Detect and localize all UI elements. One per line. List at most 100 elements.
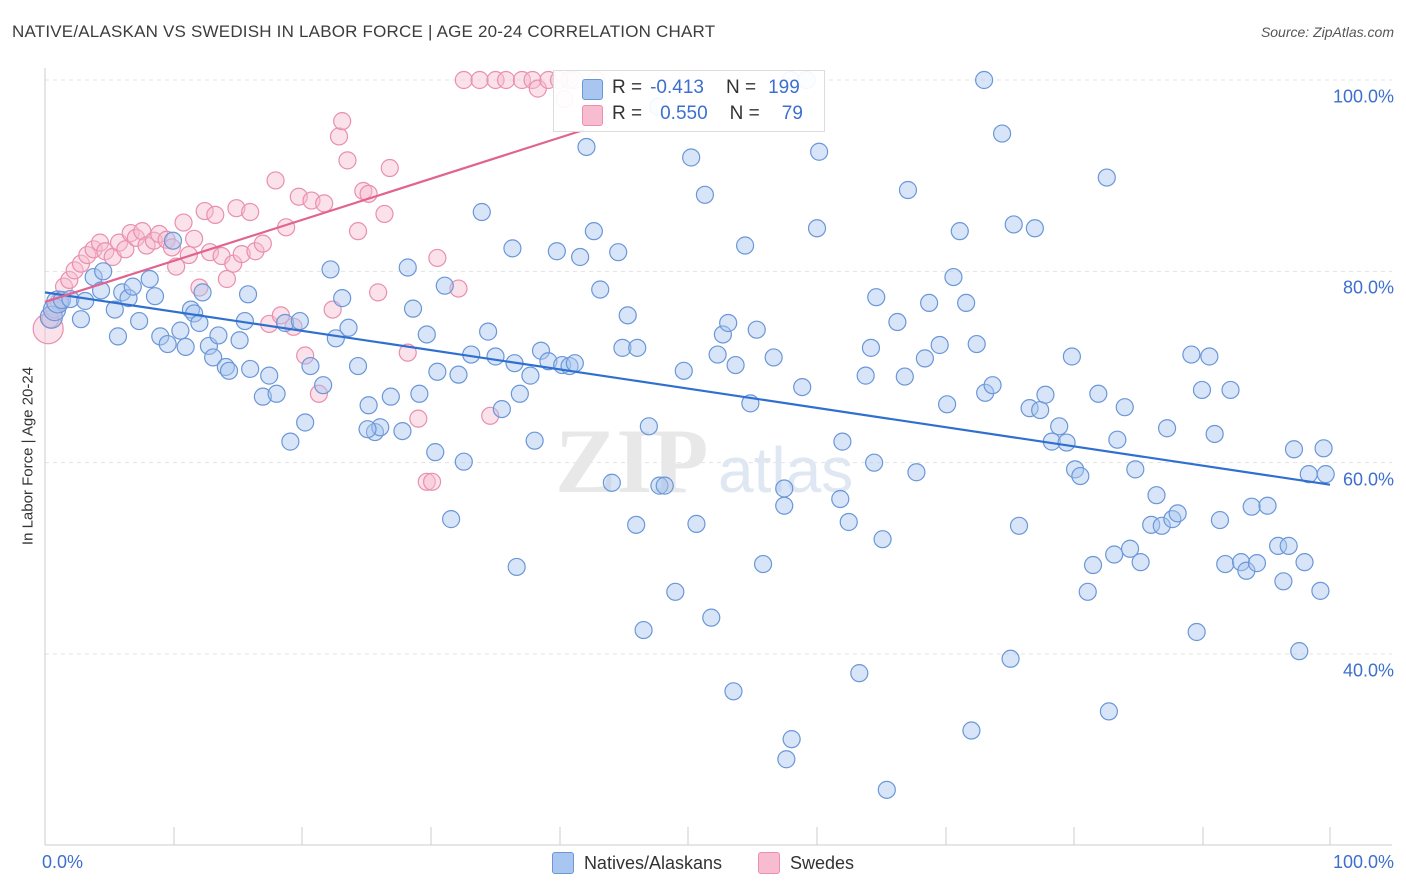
swede-point (375, 204, 394, 224)
native-point (628, 338, 647, 357)
native-point (393, 421, 412, 441)
native-point (719, 313, 738, 333)
native-point (503, 239, 522, 258)
native-point (158, 334, 177, 354)
native-point (962, 721, 981, 740)
native-point (1258, 496, 1277, 515)
native-point (510, 384, 529, 403)
native-point (1192, 380, 1212, 400)
native-point (1083, 555, 1103, 575)
swede-point (246, 242, 265, 261)
native-point (1025, 219, 1044, 238)
native-point (193, 283, 212, 302)
source-credit: Source: ZipAtlas.com (1260, 24, 1394, 40)
native-point (850, 664, 869, 683)
native-point (1004, 215, 1023, 234)
native-point (1152, 516, 1171, 535)
series-legend: Natives/Alaskans Swedes (0, 852, 1406, 874)
native-point (171, 321, 190, 340)
native-point (267, 384, 286, 403)
native-point (1078, 582, 1097, 601)
native-point (764, 348, 783, 367)
watermark-atlas: atlas (718, 434, 853, 506)
native-point (1295, 553, 1314, 572)
native-point (398, 258, 417, 277)
native-point (674, 361, 693, 380)
native-point (682, 148, 701, 167)
legend-item-swedes[interactable]: Swedes (758, 852, 854, 874)
native-point (71, 310, 91, 329)
native-point (531, 341, 551, 360)
native-point (944, 267, 963, 287)
native-point (296, 413, 315, 432)
native-point (449, 365, 468, 384)
n-label: N = (725, 77, 757, 98)
swede-point (512, 70, 532, 90)
native-point (1247, 554, 1267, 573)
swede-point (329, 127, 349, 146)
native-point (1314, 439, 1333, 458)
native-point (547, 242, 566, 261)
native-point (525, 431, 544, 450)
swede-point (348, 222, 368, 241)
watermark-zip: ZIP (555, 410, 708, 512)
native-point (1120, 539, 1140, 558)
swede-point (195, 201, 214, 221)
native-point (831, 489, 850, 509)
native-point (810, 142, 829, 161)
native-point (1168, 504, 1187, 523)
native-point (713, 325, 732, 344)
native-point (1311, 581, 1330, 600)
y-tick-label: 80.0% (1342, 277, 1394, 298)
native-point (992, 124, 1012, 143)
chart-title: NATIVE/ALASKAN VS SWEDISH IN LABOR FORCE… (12, 22, 716, 41)
y-tick-label: 100.0% (1332, 86, 1394, 107)
native-point (702, 608, 721, 627)
native-point (1290, 642, 1309, 661)
native-point (775, 496, 794, 515)
native-point (442, 510, 461, 529)
native-point (428, 362, 447, 381)
native-point (726, 355, 745, 375)
native-point (94, 262, 113, 281)
native-point (807, 219, 827, 238)
swede-point (65, 261, 84, 280)
swede-point (486, 70, 505, 90)
native-point (1097, 168, 1116, 187)
r-label: R = (612, 77, 643, 98)
native-point (1187, 622, 1206, 642)
native-point (724, 682, 743, 701)
native-point (666, 582, 685, 601)
native-point (1274, 572, 1293, 591)
swede-point (380, 158, 399, 178)
swede-point (185, 229, 204, 248)
native-point (975, 70, 994, 90)
natives-trend-line (44, 291, 1331, 486)
swede-point (454, 70, 473, 90)
native-point (898, 180, 918, 200)
native-point (1200, 347, 1219, 366)
native-point (507, 557, 526, 577)
native-point (1031, 400, 1050, 420)
native-point (950, 222, 969, 241)
native-point (348, 356, 368, 376)
native-point (326, 329, 345, 348)
legend-swatch-natives (582, 79, 603, 100)
native-point (867, 288, 886, 307)
native-point (204, 348, 223, 367)
native-point (627, 515, 646, 534)
legend-item-natives[interactable]: Natives/Alaskans (551, 852, 722, 874)
native-point (1147, 486, 1166, 505)
native-point (687, 514, 706, 533)
swede-point (116, 240, 135, 259)
swede-point (96, 242, 115, 261)
native-point (920, 293, 939, 313)
native-point (358, 420, 377, 439)
native-point (907, 463, 926, 482)
swede-point (422, 472, 442, 491)
swede-point (315, 194, 334, 213)
native-point (736, 236, 755, 255)
native-point (983, 376, 1002, 395)
native-point (753, 554, 773, 574)
native-point (486, 347, 505, 366)
